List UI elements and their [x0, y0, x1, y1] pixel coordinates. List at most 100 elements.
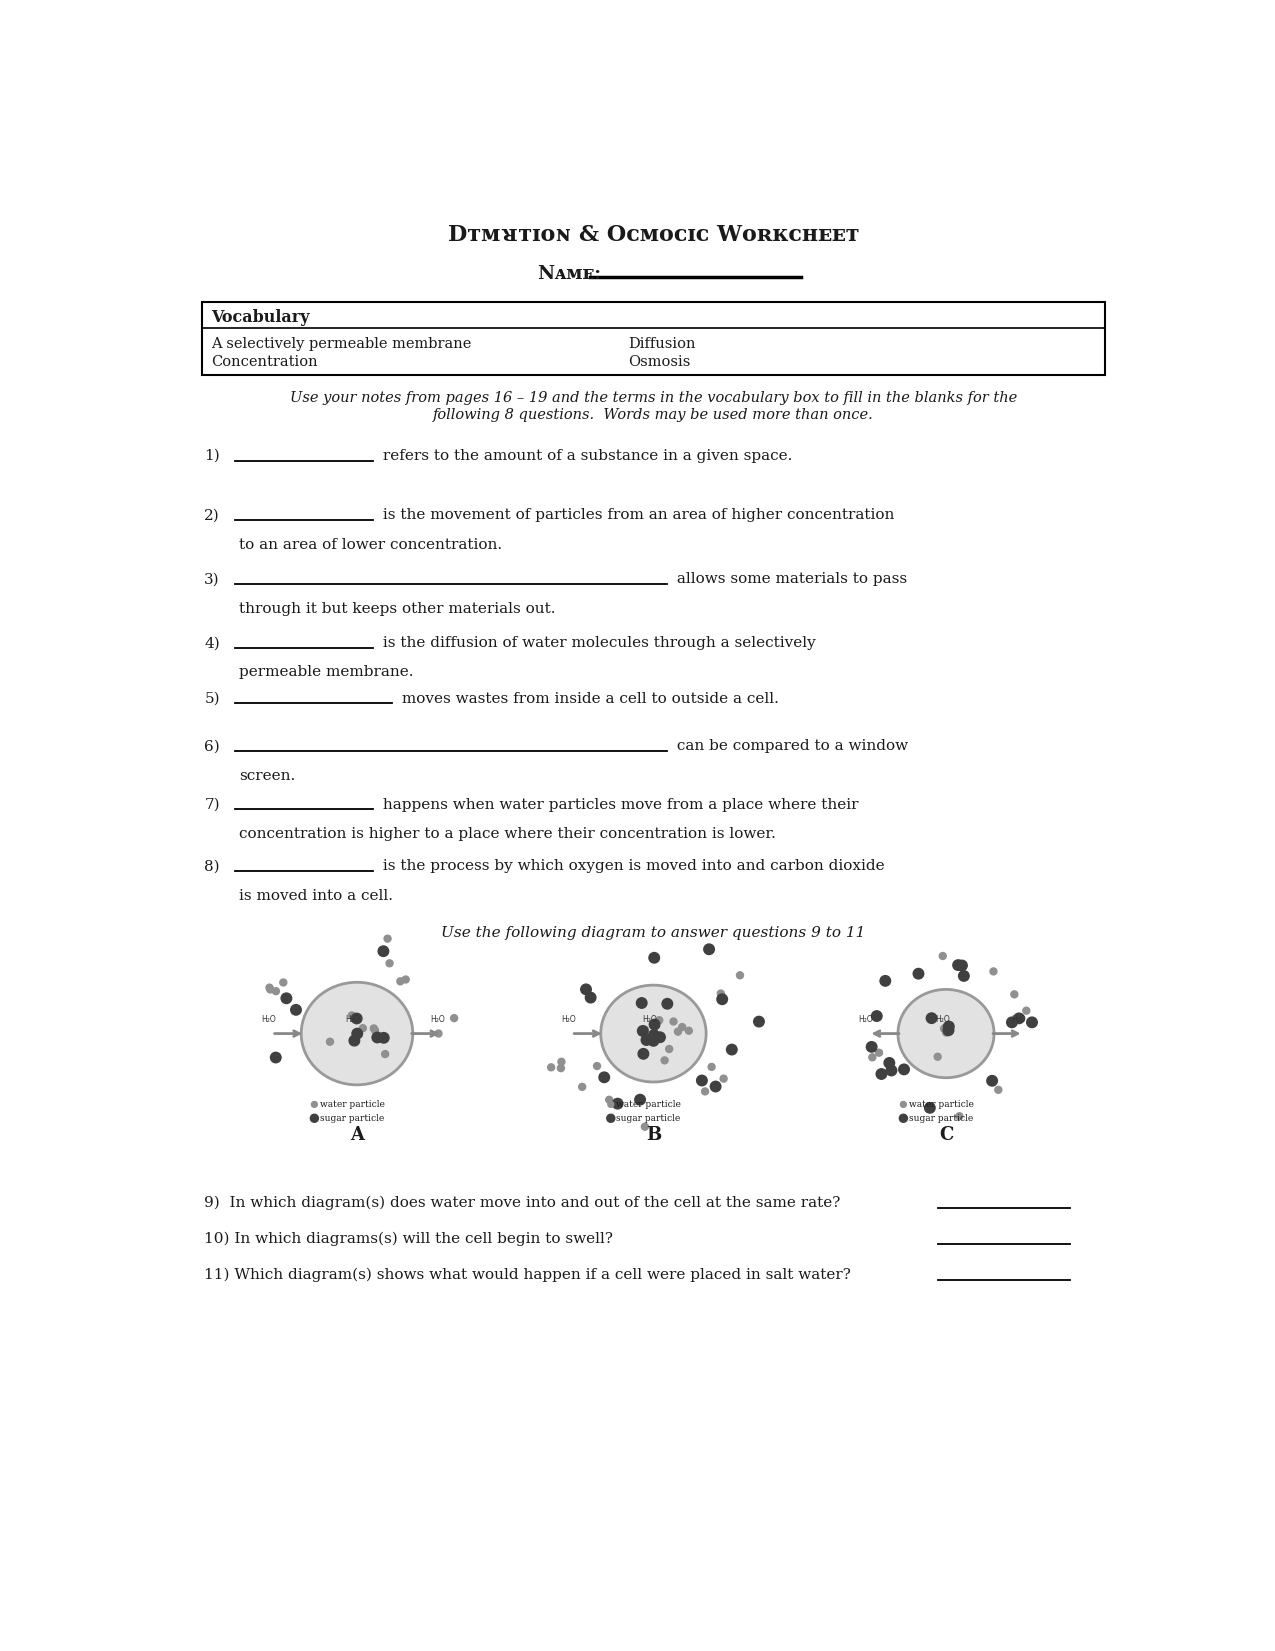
- Circle shape: [1023, 1007, 1030, 1014]
- Text: permeable membrane.: permeable membrane.: [240, 665, 413, 680]
- Text: 2): 2): [204, 509, 221, 522]
- Circle shape: [648, 1035, 659, 1047]
- Text: 3): 3): [204, 573, 221, 586]
- Circle shape: [273, 987, 279, 994]
- Circle shape: [935, 1053, 941, 1060]
- Circle shape: [381, 1050, 389, 1058]
- Circle shape: [641, 1027, 648, 1034]
- Circle shape: [649, 1019, 660, 1030]
- Circle shape: [580, 984, 592, 994]
- Ellipse shape: [601, 986, 706, 1081]
- Text: H₂O: H₂O: [561, 1015, 575, 1024]
- Circle shape: [754, 1017, 764, 1027]
- Bar: [201, 302, 1105, 375]
- Text: is the process by which oxygen is moved into and carbon dioxide: is the process by which oxygen is moved …: [377, 860, 885, 873]
- Text: through it but keeps other materials out.: through it but keeps other materials out…: [240, 601, 556, 616]
- Circle shape: [941, 1025, 949, 1032]
- Circle shape: [884, 1058, 895, 1068]
- Text: 9)  In which diagram(s) does water move into and out of the cell at the same rat: 9) In which diagram(s) does water move i…: [204, 1195, 840, 1210]
- Text: H₂O: H₂O: [1011, 1015, 1026, 1024]
- Text: C: C: [938, 1126, 954, 1144]
- Circle shape: [876, 1068, 886, 1080]
- Text: following 8 questions.  Words may be used more than once.: following 8 questions. Words may be used…: [434, 408, 873, 423]
- Circle shape: [913, 969, 923, 979]
- Circle shape: [435, 1030, 442, 1037]
- Circle shape: [579, 1083, 585, 1090]
- Circle shape: [704, 944, 714, 954]
- Text: sugar particle: sugar particle: [909, 1114, 973, 1123]
- Circle shape: [669, 1019, 677, 1025]
- Circle shape: [650, 1032, 660, 1042]
- Text: moves wastes from inside a cell to outside a cell.: moves wastes from inside a cell to outsi…: [398, 692, 779, 705]
- Circle shape: [654, 1032, 666, 1042]
- Text: water particle: water particle: [320, 1100, 385, 1109]
- Circle shape: [944, 1022, 954, 1032]
- Circle shape: [1014, 1014, 1024, 1024]
- Circle shape: [941, 1025, 947, 1032]
- Circle shape: [310, 1114, 319, 1123]
- Text: allows some materials to pass: allows some materials to pass: [672, 573, 908, 586]
- Circle shape: [678, 1024, 686, 1030]
- Text: 8): 8): [204, 860, 221, 873]
- Circle shape: [718, 991, 724, 997]
- Text: 7): 7): [204, 797, 221, 812]
- Circle shape: [701, 1088, 709, 1095]
- Circle shape: [1011, 991, 1017, 997]
- Ellipse shape: [301, 982, 413, 1085]
- Text: screen.: screen.: [240, 769, 296, 783]
- Circle shape: [386, 959, 393, 967]
- Circle shape: [868, 1053, 876, 1062]
- Text: Vocabulary: Vocabulary: [212, 309, 310, 325]
- Circle shape: [1026, 1017, 1038, 1027]
- Text: water particle: water particle: [909, 1100, 974, 1109]
- Circle shape: [872, 1010, 882, 1022]
- Text: H₂O: H₂O: [430, 1015, 445, 1024]
- Circle shape: [674, 1029, 681, 1035]
- Circle shape: [352, 1014, 362, 1024]
- Text: H₂O: H₂O: [346, 1015, 361, 1024]
- Circle shape: [942, 1029, 950, 1037]
- Circle shape: [326, 1038, 334, 1045]
- Circle shape: [886, 1065, 896, 1076]
- Circle shape: [360, 1025, 366, 1032]
- Text: 10) In which diagrams(s) will the cell begin to swell?: 10) In which diagrams(s) will the cell b…: [204, 1232, 613, 1247]
- Circle shape: [880, 976, 890, 986]
- Circle shape: [686, 1027, 692, 1034]
- Circle shape: [987, 1075, 997, 1086]
- Circle shape: [585, 992, 595, 1002]
- Text: H₂O: H₂O: [643, 1015, 657, 1024]
- Circle shape: [594, 1063, 601, 1070]
- Circle shape: [384, 934, 391, 943]
- Circle shape: [940, 953, 946, 959]
- Circle shape: [927, 1014, 937, 1024]
- Text: sugar particle: sugar particle: [616, 1114, 681, 1123]
- Text: Nᴀᴍᴇ:: Nᴀᴍᴇ:: [537, 264, 602, 282]
- Circle shape: [899, 1114, 908, 1123]
- Circle shape: [717, 994, 728, 1004]
- Circle shape: [956, 961, 968, 971]
- Circle shape: [899, 1065, 909, 1075]
- Circle shape: [266, 984, 273, 991]
- Circle shape: [867, 1042, 877, 1052]
- Circle shape: [352, 1029, 362, 1038]
- Text: B: B: [646, 1126, 660, 1144]
- Circle shape: [924, 1103, 935, 1113]
- Circle shape: [599, 1071, 609, 1083]
- Circle shape: [727, 1045, 737, 1055]
- Circle shape: [348, 1012, 356, 1019]
- Text: concentration is higher to a place where their concentration is lower.: concentration is higher to a place where…: [240, 827, 776, 840]
- Circle shape: [280, 992, 292, 1004]
- Text: 4): 4): [204, 636, 221, 650]
- Circle shape: [266, 986, 274, 992]
- Circle shape: [737, 972, 743, 979]
- Text: H₂O: H₂O: [935, 1015, 950, 1024]
- Text: is the movement of particles from an area of higher concentration: is the movement of particles from an are…: [377, 509, 894, 522]
- Circle shape: [612, 1098, 623, 1109]
- Text: Dᴛᴍᴚᴛɪᴏɴ & Oᴄᴍᴏᴄɪᴄ Wᴏʀᴋᴄʜᴇᴇᴛ: Dᴛᴍᴚᴛɪᴏɴ & Oᴄᴍᴏᴄɪᴄ Wᴏʀᴋᴄʜᴇᴇᴛ: [448, 225, 859, 246]
- Text: 11) Which diagram(s) shows what would happen if a cell were placed in salt water: 11) Which diagram(s) shows what would ha…: [204, 1268, 852, 1281]
- Text: Concentration: Concentration: [212, 355, 317, 370]
- Text: refers to the amount of a substance in a given space.: refers to the amount of a substance in a…: [377, 449, 792, 462]
- Circle shape: [370, 1025, 377, 1032]
- Circle shape: [720, 1075, 727, 1081]
- Circle shape: [649, 1030, 659, 1040]
